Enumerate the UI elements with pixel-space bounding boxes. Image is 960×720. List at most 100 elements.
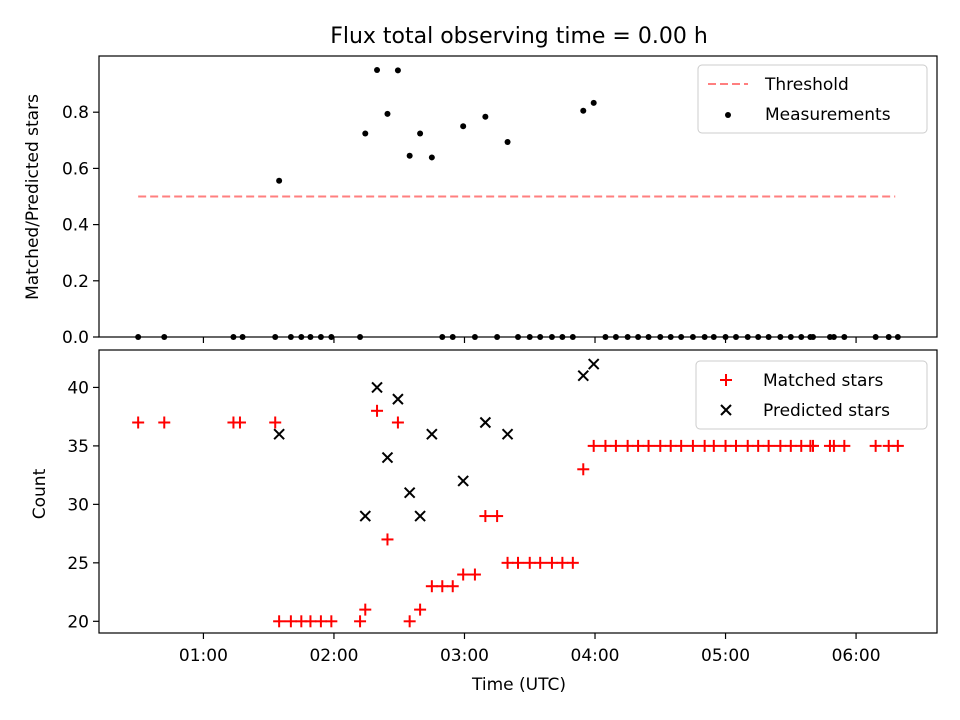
ratio-y-tick-label: 0.2 <box>62 272 89 292</box>
measurements-point <box>482 113 489 120</box>
matched-stars-point <box>436 580 449 593</box>
ratio-panel: 0.00.20.40.60.8 Matched/Predicted stars … <box>23 55 938 348</box>
ratio-legend: Threshold Measurements <box>697 64 928 134</box>
matched-stars-point <box>545 556 558 569</box>
measurements-point <box>417 130 424 137</box>
ratio-y-tick-label: 0.8 <box>62 103 89 123</box>
matched-stars-point <box>491 510 504 523</box>
matched-stars-point <box>599 439 612 452</box>
matched-stars-point <box>556 556 569 569</box>
matched-stars-point <box>325 615 338 628</box>
count-legend: Matched stars Predicted stars <box>695 360 928 430</box>
predicted-stars-point <box>359 510 371 522</box>
matched-stars-point <box>425 580 438 593</box>
matched-stars-point <box>869 439 882 452</box>
threshold-legend-label: Threshold <box>764 75 849 95</box>
count-y-tick-label: 25 <box>67 554 89 574</box>
ratio-y-tick-label: 0.0 <box>62 328 89 348</box>
matched-stars-point <box>479 510 492 523</box>
x-axis-label: Time (UTC) <box>471 675 566 695</box>
matched-stars-point <box>838 439 851 452</box>
matched-stars-point <box>642 439 655 452</box>
predicted-legend-label: Predicted stars <box>763 401 890 421</box>
matched-stars-point <box>534 556 547 569</box>
predicted-stars-point <box>479 416 492 429</box>
matched-stars-point <box>774 439 787 452</box>
ratio-y-tick-label: 0.4 <box>62 216 89 236</box>
matched-stars-point <box>273 615 286 628</box>
matched-stars-point <box>587 439 600 452</box>
predicted-stars-point <box>403 486 416 499</box>
matched-stars-point <box>686 439 699 452</box>
measurements-legend-label: Measurements <box>765 105 891 125</box>
count-y-tick-label: 30 <box>67 495 89 515</box>
matched-stars-point <box>371 404 384 417</box>
matched-stars-point <box>806 439 819 452</box>
matched-stars-point <box>233 416 246 429</box>
matched-stars-point <box>891 439 904 452</box>
matched-stars-point <box>501 556 514 569</box>
ratio-plot-frame <box>98 55 938 338</box>
matched-stars-point <box>391 416 404 429</box>
matched-stars-point <box>284 615 297 628</box>
matched-stars-point <box>512 556 524 569</box>
matched-stars-point <box>729 439 742 452</box>
measurements-point <box>428 154 435 161</box>
predicted-stars-point <box>588 358 600 370</box>
matched-stars-point <box>403 615 416 628</box>
matched-legend-swatch <box>720 374 732 386</box>
x-tick-label: 02:00 <box>309 646 358 666</box>
matched-stars-point <box>158 416 171 429</box>
measurements-point <box>276 177 283 184</box>
matched-stars-point <box>132 416 145 429</box>
matched-stars-point <box>664 439 677 452</box>
ratio-legend-box <box>697 64 928 134</box>
measurements-point <box>590 99 597 106</box>
measurements-point <box>406 152 413 159</box>
matched-stars-point <box>762 439 775 452</box>
matched-stars-point <box>381 533 394 546</box>
matched-stars-point <box>359 603 372 616</box>
predicted-stars-point <box>392 393 404 405</box>
matched-stars-point <box>827 439 840 452</box>
predicted-stars-point <box>577 370 589 382</box>
count-legend-box <box>695 360 928 430</box>
measurements-point <box>580 107 587 114</box>
ratio-y-tick-label: 0.6 <box>62 159 89 179</box>
matched-stars-point <box>621 439 634 452</box>
matched-stars-point <box>752 439 765 452</box>
measurements-point <box>460 123 467 130</box>
matched-stars-point <box>446 580 459 593</box>
x-tick-label: 03:00 <box>440 646 489 666</box>
matched-stars-point <box>354 615 367 628</box>
predicted-stars-point <box>501 428 514 440</box>
matched-stars-point <box>414 603 427 616</box>
measurements-point <box>504 138 511 145</box>
matched-legend-label: Matched stars <box>763 371 883 391</box>
predicted-stars-point <box>414 510 426 522</box>
predicted-stars-point <box>371 381 383 394</box>
measurements-point <box>374 67 381 74</box>
matched-stars-point <box>741 439 754 452</box>
predicted-stars-point <box>426 428 438 440</box>
count-y-axis-label: Count <box>30 468 50 519</box>
matched-stars-point <box>609 439 622 452</box>
matched-stars-point <box>707 439 720 452</box>
measurements-point <box>362 130 369 137</box>
x-tick-label: 04:00 <box>571 646 620 666</box>
count-plot-frame <box>98 349 938 634</box>
matched-stars-point <box>675 439 688 452</box>
predicted-stars-point <box>273 428 285 440</box>
x-tick-label: 01:00 <box>179 646 228 666</box>
matched-stars-point <box>632 439 645 452</box>
matched-stars-point <box>577 463 590 476</box>
ratio-y-axis-label: Matched/Predicted stars <box>23 94 43 300</box>
measurements-point <box>394 67 401 74</box>
matched-stars-point <box>654 439 667 452</box>
predicted-legend-swatch <box>720 404 732 416</box>
predicted-stars-point <box>381 451 394 464</box>
x-tick-label: 06:00 <box>832 646 881 666</box>
matched-stars-point <box>304 615 317 628</box>
predicted-stars-point <box>457 475 469 487</box>
